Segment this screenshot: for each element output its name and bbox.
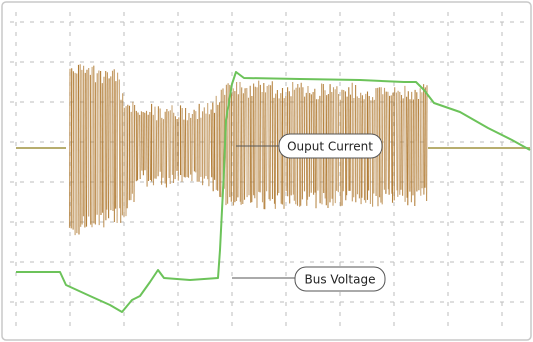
current-stroke-206 bbox=[419, 88, 422, 196]
current-stroke-64 bbox=[177, 117, 180, 181]
voltage-callout-label: Bus Voltage bbox=[305, 273, 376, 287]
current-stroke-188 bbox=[388, 95, 391, 195]
current-stroke-51 bbox=[155, 120, 158, 179]
current-stroke-82 bbox=[208, 114, 210, 187]
current-stroke-58 bbox=[168, 111, 170, 179]
current-stroke-72 bbox=[191, 113, 193, 182]
current-stroke-55 bbox=[162, 119, 165, 178]
current-callout-box bbox=[278, 133, 383, 159]
current-stroke-196 bbox=[402, 98, 404, 196]
current-stroke-28 bbox=[116, 72, 119, 224]
current-stroke-103 bbox=[243, 88, 246, 200]
current-stroke-189 bbox=[390, 95, 393, 194]
current-stroke-70 bbox=[187, 112, 190, 178]
current-stroke-198 bbox=[406, 96, 408, 198]
current-stroke-89 bbox=[220, 89, 222, 198]
current-stroke-195 bbox=[400, 94, 403, 190]
current-stroke-83 bbox=[210, 109, 213, 178]
current-stroke-23 bbox=[108, 78, 110, 219]
current-callout-label: Ouput Current bbox=[287, 140, 373, 154]
current-stroke-42 bbox=[140, 111, 143, 171]
current-stroke-118 bbox=[269, 85, 272, 201]
current-stroke-120 bbox=[273, 97, 276, 204]
current-stroke-93 bbox=[227, 83, 229, 204]
current-stroke-41 bbox=[139, 114, 141, 180]
current-stroke-199 bbox=[407, 91, 409, 206]
voltage-callout-box bbox=[294, 266, 386, 292]
current-stroke-34 bbox=[126, 104, 129, 209]
current-stroke-37 bbox=[131, 101, 134, 194]
current-stroke-192 bbox=[395, 92, 398, 191]
current-stroke-0 bbox=[68, 68, 71, 228]
bus-voltage-line bbox=[16, 71, 531, 313]
current-stroke-57 bbox=[165, 108, 168, 188]
current-stroke-47 bbox=[149, 111, 151, 181]
current-stroke-115 bbox=[264, 92, 267, 210]
current-stroke-5 bbox=[77, 64, 80, 235]
current-stroke-6 bbox=[79, 64, 82, 227]
current-stroke-102 bbox=[242, 93, 244, 205]
current-stroke-109 bbox=[254, 86, 256, 199]
current-stroke-25 bbox=[111, 70, 114, 212]
current-stroke-187 bbox=[387, 91, 389, 190]
current-stroke-22 bbox=[106, 72, 108, 210]
current-stroke-106 bbox=[249, 85, 252, 203]
current-stroke-184 bbox=[381, 94, 384, 205]
bus-voltage-trace bbox=[16, 71, 531, 313]
current-stroke-45 bbox=[145, 110, 148, 187]
current-stroke-10 bbox=[85, 69, 88, 227]
current-stroke-116 bbox=[266, 85, 268, 192]
current-stroke-1 bbox=[70, 68, 73, 229]
current-stroke-40 bbox=[136, 112, 139, 181]
callouts: Ouput Current Bus Voltage bbox=[232, 133, 386, 292]
current-stroke-190 bbox=[391, 92, 394, 203]
current-stroke-38 bbox=[133, 104, 136, 203]
